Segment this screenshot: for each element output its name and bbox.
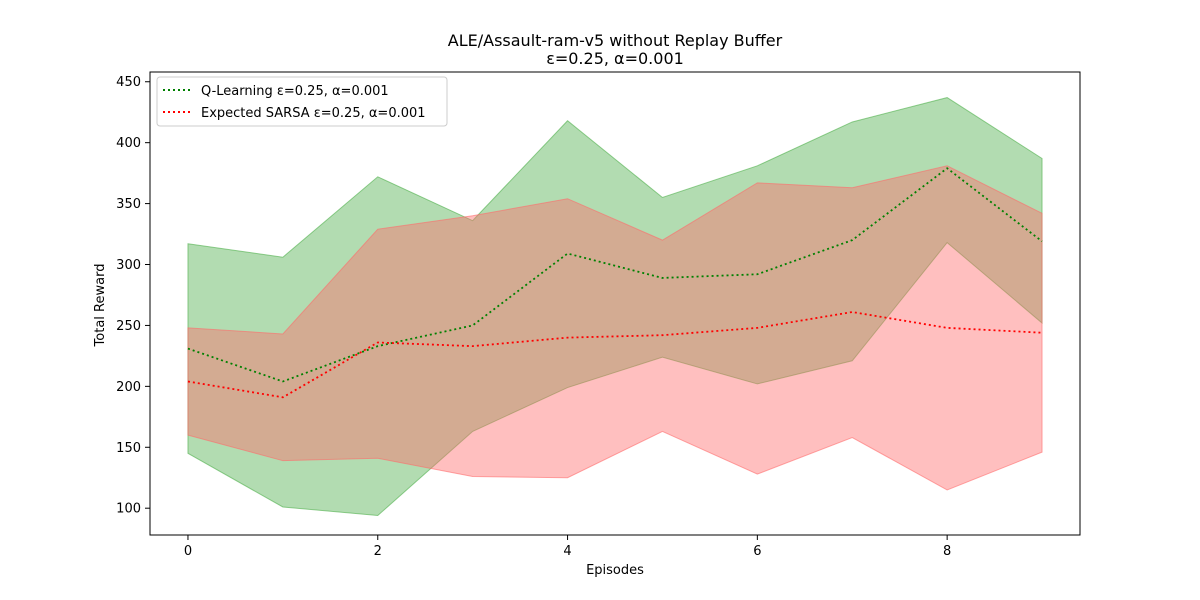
y-axis: 100 150 200 250 300 350 400 450 <box>116 75 150 517</box>
line-q-learning <box>187 167 1043 383</box>
y-tick-label: 150 <box>116 441 141 456</box>
y-tick-label: 350 <box>116 197 141 212</box>
legend: Q-Learning ε=0.25, α=0.001 Expected SARS… <box>156 76 448 127</box>
y-tick-label: 300 <box>116 258 141 273</box>
chart-subtitle: ε=0.25, α=0.001 <box>546 49 684 68</box>
x-axis: 0 2 4 6 8 <box>184 535 951 559</box>
legend-box <box>156 76 448 127</box>
x-tick-label: 2 <box>374 544 382 559</box>
y-tick-label: 400 <box>116 136 141 151</box>
y-axis-label: Total Reward <box>93 264 108 348</box>
legend-label-q-learning: Q-Learning ε=0.25, α=0.001 <box>201 84 389 99</box>
y-tick-label: 250 <box>116 319 141 334</box>
y-tick-label: 100 <box>116 502 141 517</box>
y-tick-label: 200 <box>116 380 141 395</box>
legend-label-expected-sarsa: Expected SARSA ε=0.25, α=0.001 <box>201 106 426 121</box>
x-tick-label: 4 <box>563 544 571 559</box>
chart-title: ALE/Assault-ram-v5 without Replay Buffer <box>448 31 783 50</box>
line-layer <box>187 167 1043 399</box>
band-layer <box>187 97 1043 517</box>
line-expected-sarsa <box>187 311 1043 399</box>
x-tick-label: 8 <box>943 544 951 559</box>
x-tick-label: 0 <box>184 544 192 559</box>
x-tick-label: 6 <box>753 544 761 559</box>
plot-frame <box>149 71 1081 536</box>
band-expected-sarsa <box>187 165 1043 491</box>
x-axis-label: Episodes <box>586 563 644 578</box>
y-tick-label: 450 <box>116 75 141 90</box>
